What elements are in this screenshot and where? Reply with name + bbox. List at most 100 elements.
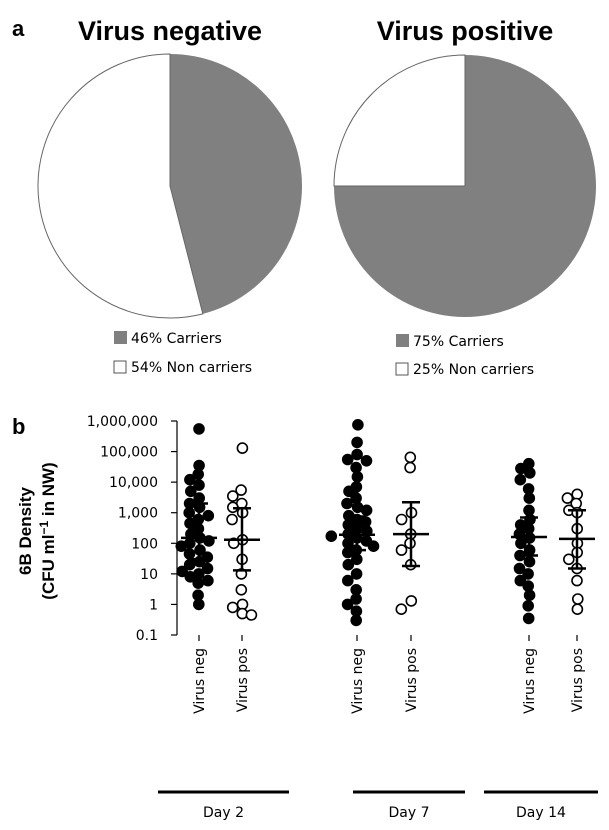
- data-point: [350, 568, 363, 580]
- data-point: [183, 548, 196, 560]
- pie-chart-virus-positive: Virus positive 75% Carriers 25% Non carr…: [333, 16, 596, 378]
- legend-swatch-carriers: [114, 331, 127, 344]
- y-tick-label: 100,000: [100, 445, 158, 461]
- data-point: [184, 473, 196, 486]
- panel-a-letter: a: [12, 16, 25, 41]
- y-axis-label-suffix: in NW): [39, 462, 58, 521]
- y-axis-label-superscript: −1: [37, 521, 51, 535]
- data-point: [227, 490, 239, 502]
- data-point: [522, 580, 535, 592]
- data-point: [235, 484, 247, 496]
- y-axis-label-line2: (CFU ml−1 in NW): [37, 462, 58, 599]
- data-point: [571, 574, 583, 587]
- data-point: [341, 453, 354, 466]
- pie-chart-virus-negative: Virus negative 46% Carriers 54% Non carr…: [37, 16, 302, 376]
- data-point: [192, 577, 204, 589]
- data-point: [404, 451, 417, 464]
- data-points: [175, 418, 584, 627]
- data-point: [193, 479, 205, 491]
- data-point: [359, 516, 372, 528]
- legend-label-carriers: 75% Carriers: [413, 334, 504, 350]
- y-axis-label-line1: 6B Density: [16, 487, 35, 575]
- data-point: [183, 558, 196, 571]
- y-tick-label: 1,000,000: [87, 414, 158, 430]
- legend-label-non-carriers: 25% Non carriers: [413, 362, 534, 378]
- data-point: [395, 513, 408, 526]
- y-ticks: 0.1 1 10 100 1,000 10,000 100,000 1,000,000: [87, 414, 177, 644]
- group-label-day-2: Day 2: [203, 805, 244, 821]
- data-point: [571, 603, 584, 616]
- data-point: [350, 593, 362, 605]
- data-point: [193, 598, 205, 611]
- pie-slices: [37, 53, 302, 319]
- data-point: [341, 598, 354, 611]
- data-point: [341, 497, 353, 510]
- x-category-label: Virus pos: [404, 648, 420, 712]
- pie-slice-25-non-carriers: [333, 54, 466, 187]
- pie-title-virus-positive: Virus positive: [377, 16, 554, 46]
- y-tick-label: 0.1: [136, 628, 158, 644]
- data-point: [201, 562, 214, 575]
- data-point: [351, 448, 363, 461]
- y-tick-label: 1: [149, 597, 158, 613]
- y-tick-label: 1,000: [118, 506, 158, 522]
- data-point: [192, 468, 204, 481]
- data-point: [184, 570, 197, 583]
- x-category-label: Virus neg: [192, 648, 208, 714]
- legend-swatch-non-carriers: [395, 362, 409, 376]
- data-point: [395, 544, 408, 556]
- y-tick-label: 10,000: [109, 475, 158, 491]
- data-point: [341, 574, 354, 587]
- data-point: [351, 436, 363, 449]
- legend-label-carriers: 46% Carriers: [131, 331, 222, 347]
- data-point: [522, 599, 535, 612]
- x-group-labels: Day 2 Day 7 Day 14: [158, 790, 598, 821]
- data-point: [395, 603, 408, 616]
- pie-legend-virus-negative: 46% Carriers 54% Non carriers: [113, 331, 252, 376]
- x-category-label: Virus neg: [522, 648, 538, 714]
- data-point: [562, 553, 575, 566]
- data-point: [522, 568, 534, 580]
- data-point: [325, 530, 338, 543]
- data-point: [351, 470, 364, 483]
- data-point: [367, 540, 380, 553]
- data-point: [523, 555, 536, 568]
- data-point: [342, 558, 355, 571]
- x-category-labels: Virus neg Virus pos Virus neg Virus pos Viru…: [192, 635, 586, 714]
- data-point: [350, 461, 362, 474]
- data-point: [350, 553, 363, 566]
- y-tick-label: 100: [131, 536, 158, 552]
- x-category-label: Virus pos: [570, 648, 586, 712]
- pie-legend-virus-positive: 75% Carriers 25% Non carriers: [395, 334, 534, 378]
- data-point: [571, 593, 584, 605]
- legend-label-non-carriers: 54% Non carriers: [131, 360, 252, 376]
- data-point: [183, 506, 195, 519]
- data-point: [245, 609, 258, 621]
- group-label-day-14: Day 14: [516, 805, 566, 821]
- data-point: [350, 614, 363, 627]
- median-iqr-bars: [181, 500, 595, 572]
- data-point: [202, 509, 215, 522]
- y-axis-label-prefix: (CFU ml: [39, 535, 58, 600]
- data-point: [236, 442, 249, 454]
- data-point: [514, 574, 527, 587]
- data-point: [185, 485, 197, 498]
- group-label-day-7: Day 7: [388, 805, 429, 821]
- panel-b-letter: b: [12, 414, 25, 439]
- pie-slices: [333, 54, 596, 317]
- legend-swatch-non-carriers: [113, 360, 127, 374]
- data-point: [523, 589, 536, 602]
- data-point: [523, 492, 536, 504]
- data-point: [514, 473, 527, 486]
- data-point: [515, 537, 527, 550]
- data-point: [523, 467, 536, 479]
- x-category-label: Virus pos: [235, 648, 251, 712]
- data-point: [522, 612, 535, 625]
- data-point: [352, 418, 364, 431]
- data-point: [513, 562, 526, 575]
- pie-slice-46-carriers: [170, 54, 302, 314]
- data-point: [175, 540, 188, 553]
- density-scatter-plot: 6B Density (CFU ml−1 in NW) 0.1 1 10 100 1,0…: [16, 414, 598, 821]
- data-point: [226, 513, 238, 526]
- data-point: [515, 462, 527, 475]
